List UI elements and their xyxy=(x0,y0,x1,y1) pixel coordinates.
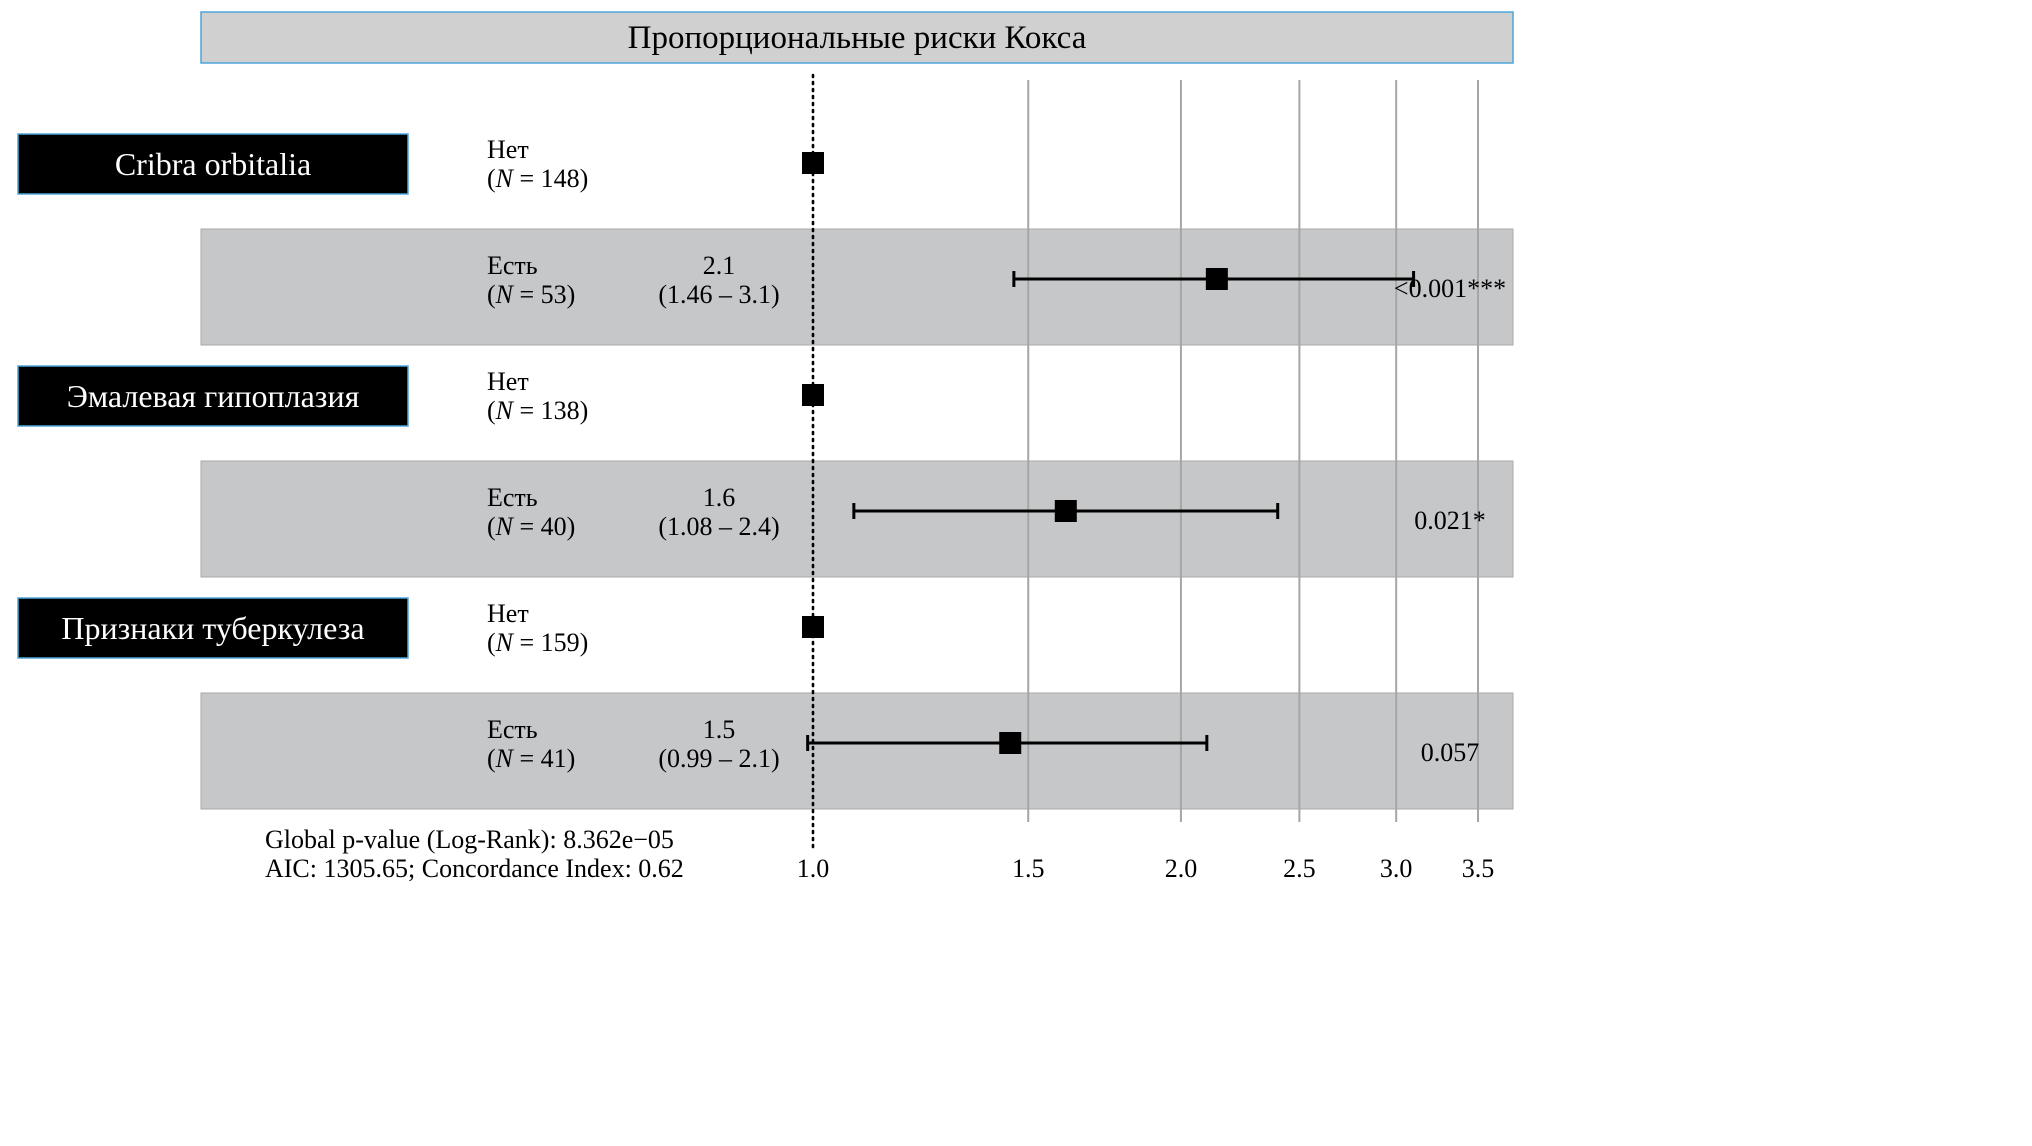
level-label: Нет xyxy=(487,135,529,164)
n-value: = 40) xyxy=(513,512,575,541)
n-symbol: N xyxy=(495,512,515,541)
x-tick-label: 2.0 xyxy=(1165,854,1198,883)
variable-labels: Cribra orbitalia Эмалевая гипоплазия Призн… xyxy=(17,133,409,659)
variable-label: Cribra orbitalia xyxy=(115,146,311,182)
n-symbol: N xyxy=(495,744,515,773)
n-value: = 53) xyxy=(513,280,575,309)
shaded-bands xyxy=(200,228,1514,810)
x-tick-label: 3.5 xyxy=(1462,854,1495,883)
n-open-paren: ( xyxy=(487,396,496,425)
variable-label: Эмалевая гипоплазия xyxy=(67,378,360,414)
n-symbol: N xyxy=(495,628,515,657)
x-tick-label: 2.5 xyxy=(1283,854,1316,883)
row-band xyxy=(200,460,1514,578)
reference-marker xyxy=(802,616,824,638)
aic-concordance-text: AIC: 1305.65; Concordance Index: 0.62 xyxy=(265,854,684,883)
n-value: = 159) xyxy=(513,628,588,657)
estimate-label: 2.1 xyxy=(703,251,736,280)
p-value-label: 0.021* xyxy=(1414,506,1486,535)
n-open-paren: ( xyxy=(487,628,496,657)
chart-title: Пропорциональные риски Кокса xyxy=(628,20,1087,56)
level-label: Есть xyxy=(487,251,538,280)
variable-label: Признаки туберкулеза xyxy=(61,610,364,646)
n-symbol: N xyxy=(495,280,515,309)
p-value-label: 0.057 xyxy=(1421,738,1480,767)
ci-label: (1.08 – 2.4) xyxy=(658,512,779,541)
n-symbol: N xyxy=(495,396,515,425)
n-open-paren: ( xyxy=(487,512,496,541)
ci-label: (1.46 – 3.1) xyxy=(658,280,779,309)
estimate-marker xyxy=(1054,500,1077,522)
estimate-marker xyxy=(999,732,1022,754)
n-symbol: N xyxy=(495,164,515,193)
n-value: = 138) xyxy=(513,396,588,425)
row-band xyxy=(200,228,1514,346)
estimate-label: 1.5 xyxy=(703,715,736,744)
estimate-marker xyxy=(1205,268,1228,290)
forest-plot: Пропорциональные риски Кокса Cribra orbi… xyxy=(17,11,1514,883)
n-value: = 148) xyxy=(513,164,588,193)
title-box xyxy=(200,11,1514,64)
level-label: Есть xyxy=(487,715,538,744)
variable-label-box xyxy=(17,133,409,195)
reference-marker xyxy=(802,384,824,406)
n-count: (N = 159) xyxy=(487,628,588,657)
n-count: (N = 53) xyxy=(487,280,575,309)
level-label: Нет xyxy=(487,367,529,396)
data-rows: Нет(N = 148)Есть(N = 53)2.1(1.46 – 3.1) <… xyxy=(487,135,1506,773)
row-band xyxy=(200,692,1514,810)
n-open-paren: ( xyxy=(487,280,496,309)
level-label: Нет xyxy=(487,599,529,628)
n-value: = 41) xyxy=(513,744,575,773)
variable-label-box xyxy=(17,365,409,427)
grid-lines xyxy=(811,73,1479,852)
x-axis: 1.0 1.5 2.0 2.5 3.0 3.5 xyxy=(797,854,1495,883)
variable-label-box xyxy=(17,597,409,659)
level-label: Есть xyxy=(487,483,538,512)
x-tick-label: 1.0 xyxy=(797,854,830,883)
n-count: (N = 41) xyxy=(487,744,575,773)
n-open-paren: ( xyxy=(487,744,496,773)
x-tick-label: 1.5 xyxy=(1012,854,1045,883)
reference-marker xyxy=(802,152,824,174)
plot-marks xyxy=(802,152,1416,754)
n-count: (N = 138) xyxy=(487,396,588,425)
n-count: (N = 40) xyxy=(487,512,575,541)
ci-label: (0.99 – 2.1) xyxy=(658,744,779,773)
x-tick-label: 3.0 xyxy=(1380,854,1413,883)
estimate-label: 1.6 xyxy=(703,483,736,512)
n-open-paren: ( xyxy=(487,164,496,193)
global-p-value-text: Global p-value (Log-Rank): 8.362e−05 xyxy=(265,825,674,854)
n-count: (N = 148) xyxy=(487,164,588,193)
